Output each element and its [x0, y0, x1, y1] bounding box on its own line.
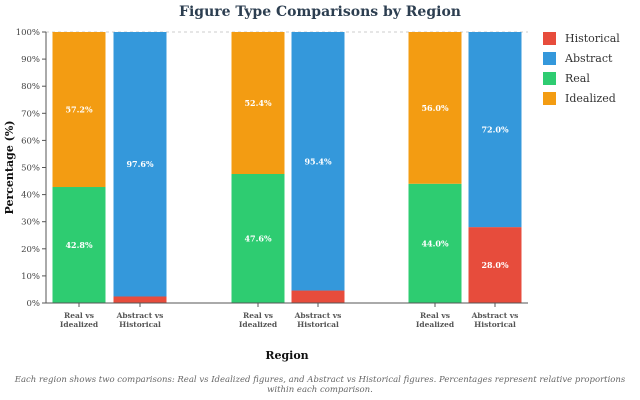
- y-tick-label: 100%: [16, 28, 40, 38]
- legend-label: Abstract: [565, 52, 613, 65]
- data-label-real-0: 42.8%: [65, 240, 92, 250]
- data-label-abstract-1: 97.6%: [126, 159, 153, 169]
- y-tick-label: 40%: [21, 191, 40, 201]
- bar-idealized-0: [52, 32, 106, 188]
- data-label-idealized-0: 57.2%: [65, 105, 92, 115]
- bar-real-0: [52, 187, 106, 303]
- legend-label: Historical: [565, 32, 620, 45]
- legend-swatch: [543, 72, 556, 85]
- data-label-historical-5: 28.0%: [481, 260, 508, 270]
- data-label-abstract-5: 72.0%: [481, 125, 508, 135]
- data-label-idealized-4: 56.0%: [421, 103, 448, 113]
- bar-historical-1: [113, 296, 167, 303]
- y-tick-label: 10%: [21, 272, 40, 282]
- legend-swatch: [543, 32, 556, 45]
- legend-swatch: [543, 52, 556, 65]
- bar-historical-5: [468, 227, 522, 303]
- bar-idealized-2: [231, 32, 285, 175]
- x-tick-label: Abstract vs Historical: [116, 311, 164, 329]
- data-label-idealized-2: 52.4%: [244, 98, 271, 108]
- x-tick-label: Real vs Idealized: [60, 311, 99, 329]
- data-label-real-2: 47.6%: [244, 234, 271, 244]
- bar-historical-3: [291, 290, 345, 303]
- bar-abstract-3: [291, 32, 345, 291]
- y-tick-label: 60%: [21, 136, 40, 146]
- x-tick-label: Real vs Idealized: [416, 311, 455, 329]
- bar-abstract-1: [113, 32, 167, 297]
- y-tick-label: 0%: [27, 299, 41, 309]
- y-tick-label: 20%: [21, 245, 40, 255]
- data-label-abstract-3: 95.4%: [304, 156, 331, 166]
- y-tick-label: 90%: [21, 55, 40, 65]
- y-tick-label: 80%: [21, 82, 40, 92]
- x-tick-label: Abstract vs Historical: [471, 311, 519, 329]
- y-tick-label: 30%: [21, 218, 40, 228]
- data-label-real-4: 44.0%: [421, 238, 448, 248]
- y-axis-title: Percentage (%): [3, 120, 16, 214]
- x-axis-title: Region: [265, 349, 308, 362]
- bar-abstract-5: [468, 32, 522, 228]
- chart-title: Figure Type Comparisons by Region: [179, 4, 461, 20]
- chart-caption: Each region shows two comparisons: Real …: [14, 375, 626, 395]
- legend-swatch: [543, 92, 556, 105]
- x-tick-label: Real vs Idealized: [239, 311, 278, 329]
- bar-real-2: [231, 174, 285, 303]
- legend-label: Idealized: [565, 92, 616, 105]
- legend-label: Real: [565, 72, 590, 85]
- x-tick-label: Abstract vs Historical: [294, 311, 342, 329]
- y-tick-label: 50%: [21, 164, 40, 174]
- y-tick-label: 70%: [21, 109, 40, 119]
- bar-idealized-4: [408, 32, 462, 184]
- bar-real-4: [408, 183, 462, 303]
